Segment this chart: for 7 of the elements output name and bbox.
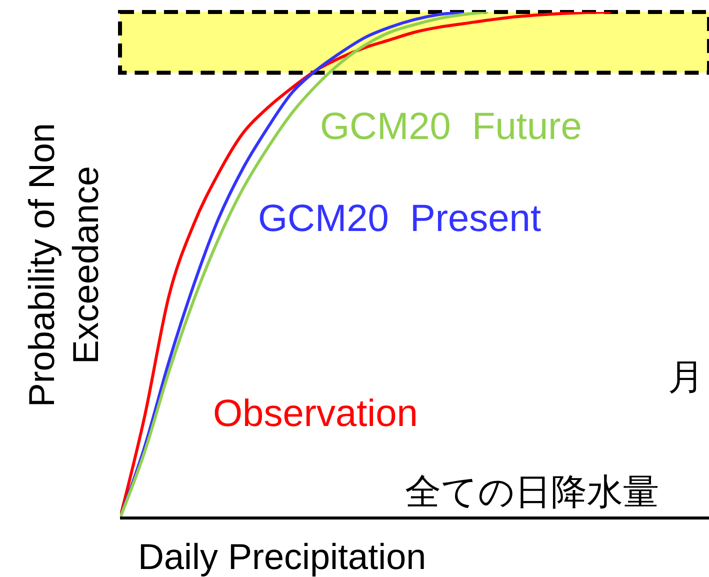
series-label: GCM20 Present [258, 198, 541, 241]
series-label: GCM20 Future [320, 106, 582, 149]
series-label: Observation [213, 393, 418, 436]
y-axis-title: Probability of Non Exceedance [20, 122, 107, 408]
x-axis-title: Daily Precipitation [138, 536, 426, 577]
annotation: 全ての日降水量 [405, 471, 659, 515]
annotation: 月 [668, 356, 704, 400]
